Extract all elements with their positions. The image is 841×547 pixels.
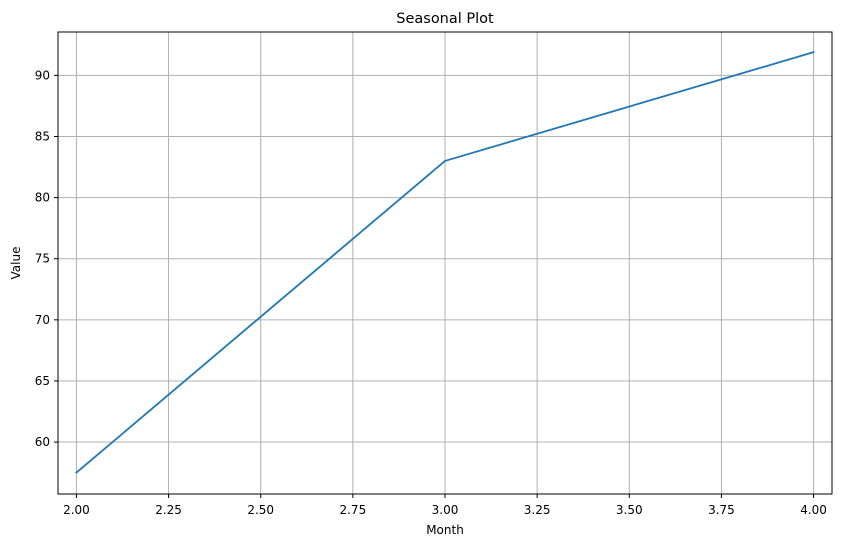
grid <box>58 32 832 494</box>
x-tick-label: 4.00 <box>800 503 827 517</box>
x-axis: 2.00 2.25 2.50 2.75 3.00 3.25 3.50 3.75 4.00 <box>63 494 827 517</box>
chart-title: Seasonal Plot <box>396 11 494 27</box>
y-tick-label: 80 <box>35 191 50 205</box>
y-tick-label: 70 <box>35 313 50 327</box>
y-tick-label: 60 <box>35 435 50 449</box>
x-axis-label: Month <box>426 523 464 537</box>
x-tick-label: 2.25 <box>155 503 182 517</box>
series-line <box>75 51 815 474</box>
y-tick-label: 65 <box>35 374 50 388</box>
y-axis: 60 65 70 75 80 85 90 <box>35 68 58 449</box>
x-tick-label: 3.00 <box>432 503 459 517</box>
x-tick-label: 2.50 <box>247 503 274 517</box>
y-tick-label: 90 <box>35 68 50 82</box>
x-tick-label: 3.50 <box>616 503 643 517</box>
x-tick-label: 2.00 <box>63 503 90 517</box>
y-tick-label: 75 <box>35 252 50 266</box>
x-tick-label: 3.25 <box>524 503 551 517</box>
series-layer <box>75 51 815 474</box>
x-tick-label: 2.75 <box>339 503 366 517</box>
y-tick-label: 85 <box>35 130 50 144</box>
x-tick-label: 3.75 <box>708 503 735 517</box>
y-axis-label: Value <box>9 247 23 280</box>
